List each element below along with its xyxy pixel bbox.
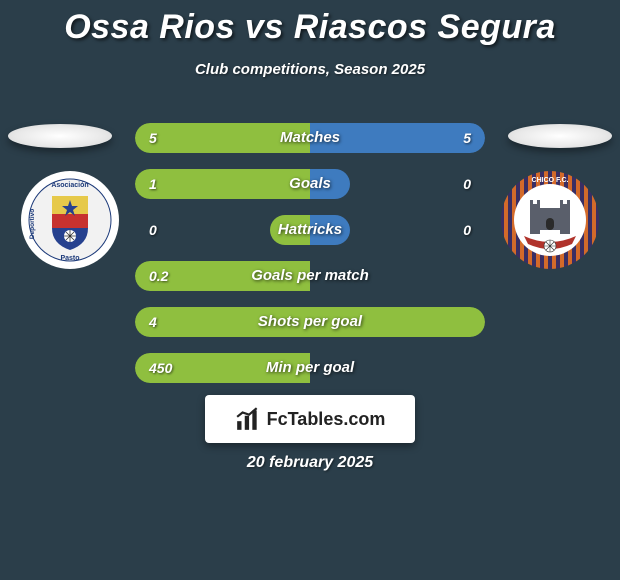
deportivo-pasto-icon: Asociación Pasto Deportivo (20, 170, 120, 270)
date-text: 20 february 2025 (0, 454, 620, 472)
stat-row: Goals10 (135, 169, 485, 199)
stat-row: Hattricks00 (135, 215, 485, 245)
stat-row: Min per goal450 (135, 353, 485, 383)
brand-box[interactable]: FcTables.com (205, 395, 415, 443)
player-ellipse-right (508, 124, 612, 148)
stat-row: Matches55 (135, 123, 485, 153)
club-badge-right: CHICO F.C. (500, 170, 600, 270)
bar-fill-right (310, 123, 485, 153)
stat-row: Shots per goal4 (135, 307, 485, 337)
bar-fill-left (135, 261, 310, 291)
bar-fill-left (135, 123, 310, 153)
chart-icon (235, 406, 261, 432)
bar-track (135, 261, 485, 291)
bar-fill-left (135, 353, 310, 383)
bar-fill-left (135, 307, 310, 337)
bar-track (135, 215, 485, 245)
bar-track (135, 123, 485, 153)
badge-text-top-right: CHICO F.C. (532, 177, 569, 184)
subtitle: Club competitions, Season 2025 (0, 61, 620, 78)
bar-fill-left (270, 215, 310, 245)
badge-text-top: Asociación (51, 182, 88, 189)
stats-container: Matches55 Goals10 Hattricks00 Goals per mat… (135, 123, 485, 399)
page-title: Ossa Rios vs Riascos Segura (0, 0, 620, 47)
bar-fill-left (135, 169, 310, 199)
bar-fill-right (310, 215, 350, 245)
brand-text: FcTables.com (267, 409, 386, 430)
bar-fill-right (310, 307, 485, 337)
bar-fill-right (310, 169, 350, 199)
bar-track (135, 353, 485, 383)
badge-text-left: Deportivo (29, 209, 36, 239)
chico-fc-icon: CHICO F.C. (500, 170, 600, 270)
player-ellipse-left (8, 124, 112, 148)
bar-track (135, 307, 485, 337)
club-badge-left: Asociación Pasto Deportivo (20, 170, 120, 270)
bar-track (135, 169, 485, 199)
stat-row: Goals per match0.2 (135, 261, 485, 291)
badge-text-bot: Pasto (60, 255, 79, 262)
